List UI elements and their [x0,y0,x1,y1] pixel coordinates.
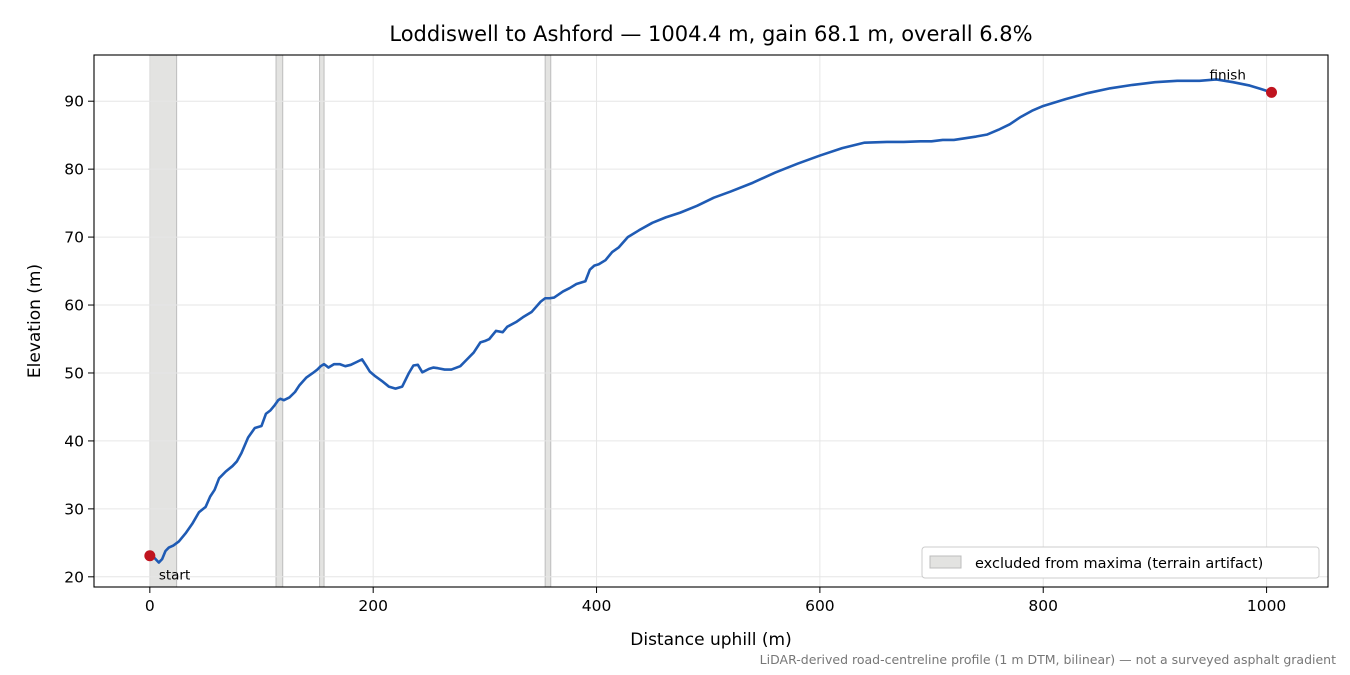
start-label: start [159,568,190,584]
elevation-line [148,78,1273,564]
series-layer [148,78,1273,564]
legend-swatch [929,555,962,569]
x-tick-label: 600 [805,597,835,615]
y-tick-label: 30 [64,500,84,518]
footnote: LiDAR-derived road-centreline profile (1… [760,652,1336,667]
excluded-band [319,54,325,588]
x-tick-label: 400 [582,597,612,615]
chart-title: Loddiswell to Ashford — 1004.4 m, gain 6… [389,22,1032,46]
legend-box [921,546,1320,579]
y-tick-label: 20 [64,568,84,586]
y-tick-label: 90 [64,93,84,111]
x-axis-label: Distance uphill (m) [630,630,791,650]
y-axis-label: Elevation (m) [25,264,45,378]
legend: excluded from maxima (terrain artifact) [921,546,1320,579]
excluded-bands [149,54,552,588]
excluded-band [149,54,178,588]
y-tick-label: 80 [64,161,84,179]
x-axis-ticks: 0 200 400 600 800 1000 [145,587,1286,615]
x-tick-label: 1000 [1247,597,1286,615]
y-tick-label: 50 [64,364,84,382]
x-tick-label: 0 [145,597,155,615]
x-tick-label: 200 [358,597,388,615]
grid-lines [94,55,1328,587]
endpoint-markers: start finish [144,67,1277,584]
y-tick-label: 60 [64,297,84,315]
legend-label: excluded from maxima (terrain artifact) [975,556,1263,572]
x-tick-label: 800 [1028,597,1058,615]
plot-frame [93,54,1329,588]
excluded-band [275,54,284,588]
endpoint-marker [1265,86,1277,98]
y-tick-label: 70 [64,229,84,247]
y-axis-ticks: 20 30 40 50 60 70 80 90 [64,93,94,586]
y-tick-label: 40 [64,432,84,450]
finish-label: finish [1209,67,1245,83]
excluded-band [544,54,552,588]
endpoint-marker [144,550,156,562]
